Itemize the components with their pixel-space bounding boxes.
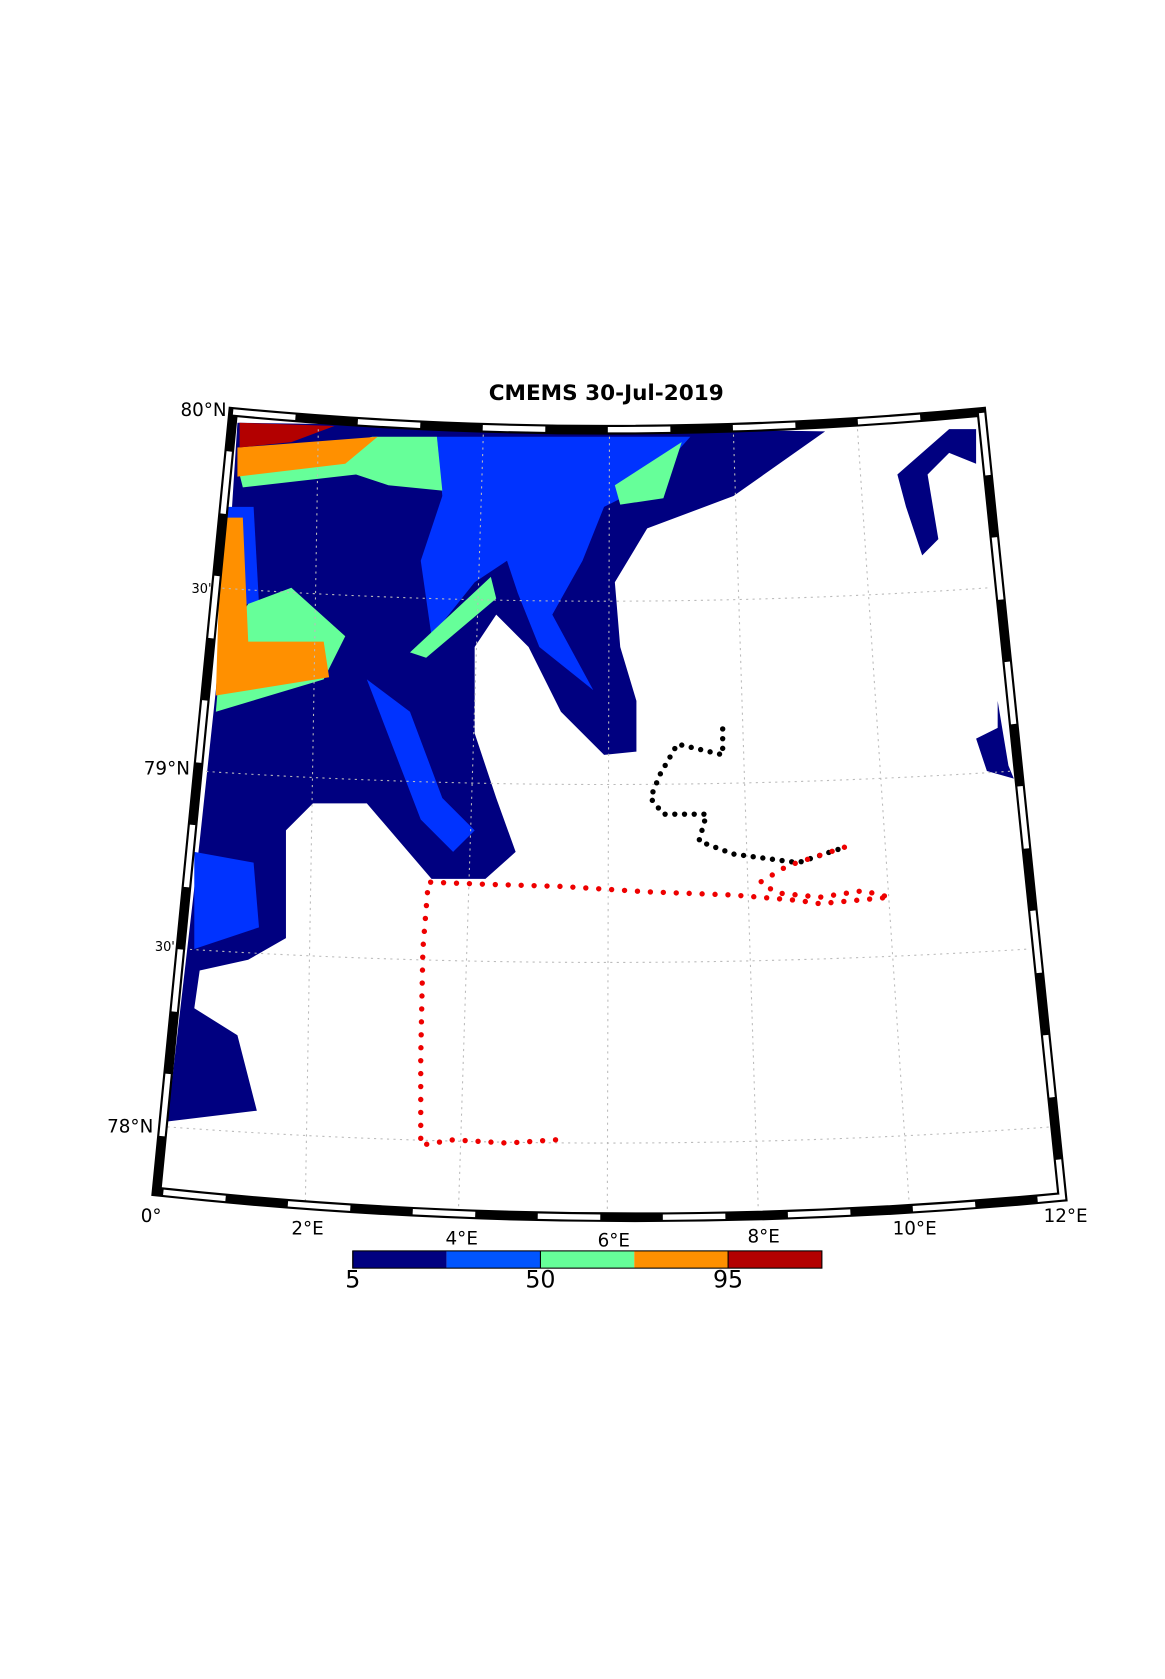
graticule	[167, 429, 1052, 1214]
ice-green	[614, 442, 682, 505]
lon-label: 12°E	[1044, 1206, 1088, 1227]
ice-orange	[215, 517, 330, 696]
colorbar-tick-label: 5	[345, 1266, 360, 1294]
lon-label: 8°E	[747, 1226, 779, 1247]
ship-track-red	[418, 843, 891, 1149]
ice-dark-blue	[167, 422, 826, 1122]
colorbar-segment	[540, 1250, 635, 1269]
lat-labels: 80°N 30' 79°N 30' 78°N	[107, 400, 227, 1137]
lat-label: 78°N	[107, 1116, 153, 1137]
lat-label: 30'	[155, 940, 175, 955]
map-frame	[151, 406, 1068, 1223]
ice-blue	[366, 679, 475, 852]
colorbar-tick-label: 95	[713, 1266, 743, 1294]
ice-blue	[194, 851, 259, 949]
colorbar-tick-label: 50	[525, 1266, 555, 1294]
lat-label: 30'	[192, 582, 212, 597]
colorbar-segment	[634, 1250, 729, 1269]
lon-label: 4°E	[446, 1228, 478, 1249]
tracks	[418, 726, 891, 1149]
colorbar-segment	[446, 1250, 541, 1269]
ship-track-black	[647, 726, 850, 866]
lon-label: 10°E	[893, 1219, 937, 1240]
lon-label: 6°E	[598, 1231, 630, 1252]
lat-label: 79°N	[144, 758, 190, 779]
lon-label: 2°E	[291, 1219, 323, 1240]
lon-label: 0°	[141, 1206, 162, 1227]
colorbar-segment	[352, 1250, 447, 1269]
ice-orange	[237, 436, 378, 477]
ice-dark-blue	[897, 429, 977, 556]
ice-red	[239, 422, 335, 448]
lat-label: 80°N	[180, 400, 226, 421]
ice-green	[409, 576, 497, 658]
ice-blue	[420, 436, 691, 691]
colorbar-segment	[728, 1250, 822, 1269]
ice-field	[167, 422, 1014, 1122]
ice-dark-blue	[976, 700, 1014, 779]
title: CMEMS 30-Jul-2019	[489, 381, 724, 406]
colorbar: 5 50 95	[345, 1250, 823, 1294]
lon-labels: 0° 2°E 4°E 6°E 8°E 10°E 12°E	[141, 1206, 1088, 1252]
